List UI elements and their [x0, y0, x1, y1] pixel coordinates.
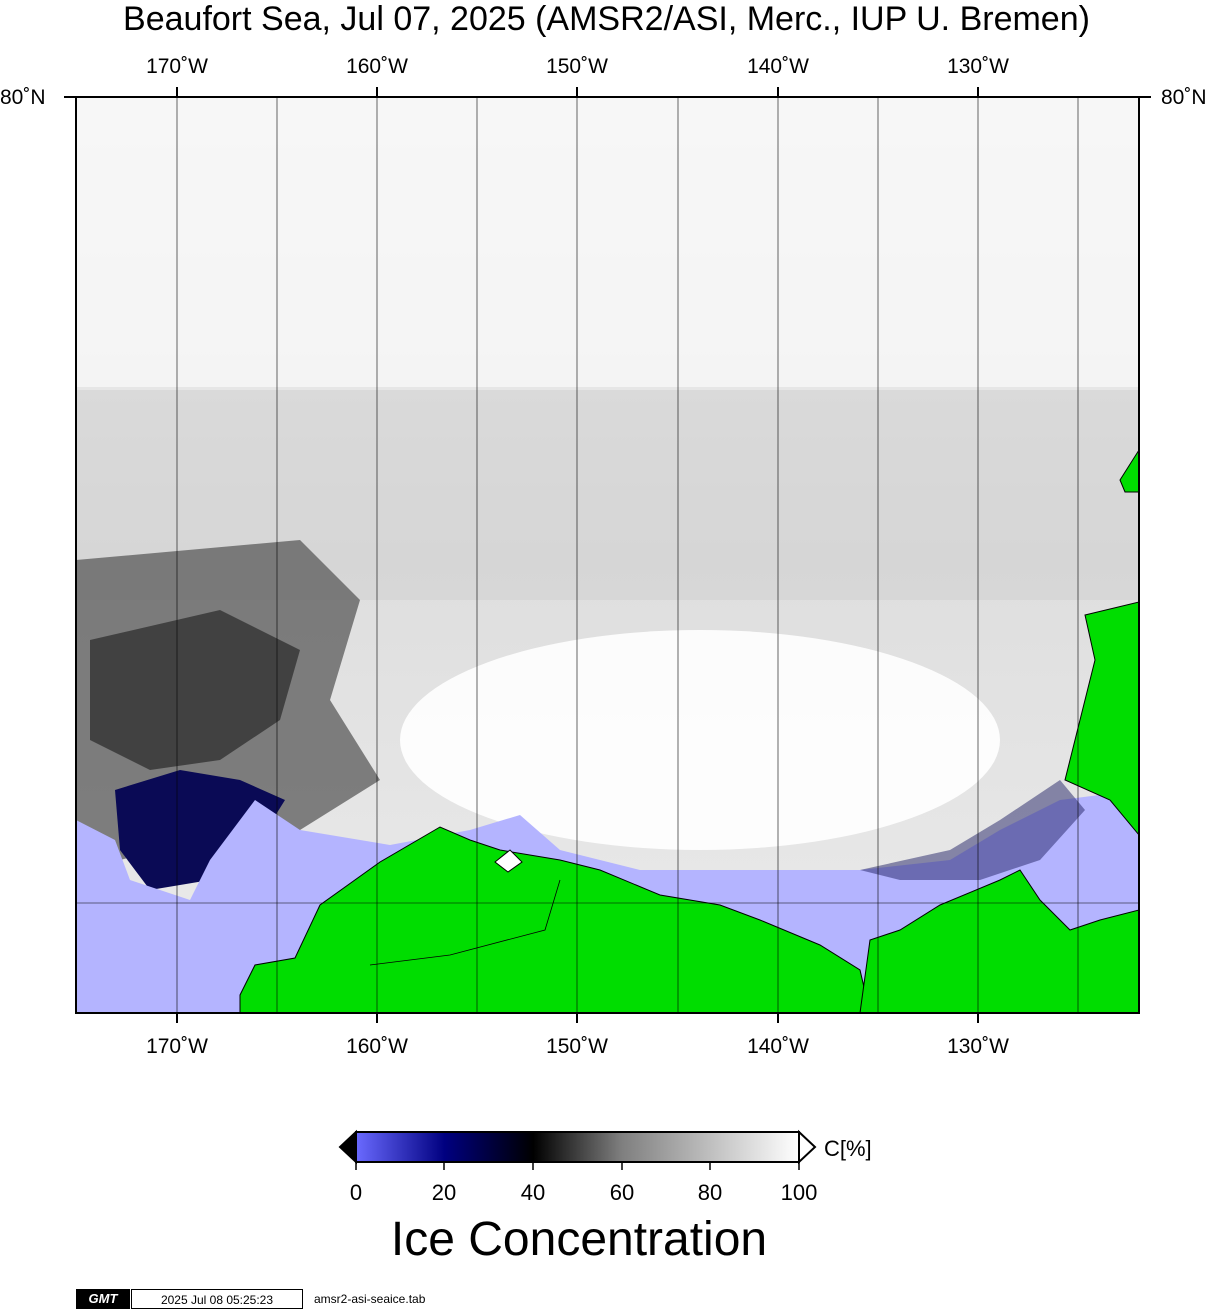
- lon-tick-top-170w: 170˚W: [146, 55, 208, 78]
- lon-tick-bottom-170w: 170˚W: [146, 1035, 208, 1058]
- lat-label-right: 80˚N: [1161, 86, 1207, 109]
- navy-ice-pocket: [115, 770, 285, 890]
- frame-ticks: [64, 87, 1151, 1023]
- colorbar-tick-20: 20: [431, 1180, 457, 1205]
- lon-tick-top-160w: 160˚W: [346, 55, 408, 78]
- colorbar-unit: C[%]: [824, 1136, 872, 1161]
- low-ice-zone-west-dark: [90, 610, 300, 770]
- colorbar-tick-60: 60: [609, 1180, 635, 1205]
- filename: amsr2-asi-seaice.tab: [314, 1292, 426, 1306]
- map-frame: [75, 96, 1140, 1014]
- map-title: Beaufort Sea, Jul 07, 2025 (AMSR2/ASI, M…: [123, 0, 1090, 38]
- land-banks-island: [1064, 601, 1139, 836]
- border-line: [369, 879, 561, 966]
- lon-tick-bottom-130w: 130˚W: [947, 1035, 1009, 1058]
- lake: [494, 849, 523, 873]
- colorbar-low-triangle: [338, 1129, 357, 1165]
- gmt-logo: GMT: [76, 1289, 130, 1309]
- colorbar-gradient: [355, 1131, 800, 1163]
- colorbar-tick-0: 0: [349, 1180, 363, 1205]
- timestamp: 2025 Jul 08 05:25:23: [131, 1289, 303, 1309]
- lat-label-left: 80˚N: [0, 86, 46, 109]
- land-canada: [859, 869, 1139, 1013]
- lon-tick-top-140w: 140˚W: [747, 55, 809, 78]
- colorbar-high-triangle: [798, 1129, 817, 1165]
- colorbar-tick-40: 40: [520, 1180, 546, 1205]
- colorbar-tick-80: 80: [697, 1180, 723, 1205]
- land-island-north: [1119, 449, 1139, 493]
- lon-tick-bottom-140w: 140˚W: [747, 1035, 809, 1058]
- ice-edge-strip: [860, 780, 1085, 880]
- lon-tick-top-130w: 130˚W: [947, 55, 1009, 78]
- lon-tick-bottom-150w: 150˚W: [546, 1035, 608, 1058]
- ice-field-upper: [76, 97, 1139, 387]
- bright-ice-patch: [400, 630, 1000, 850]
- land-alaska: [239, 826, 871, 1013]
- colorbar-tick-100: 100: [780, 1180, 818, 1205]
- colorbar-title: Ice Concentration: [390, 1213, 768, 1266]
- colorbar: [338, 1129, 817, 1170]
- lon-tick-bottom-160w: 160˚W: [346, 1035, 408, 1058]
- lon-tick-top-150w: 150˚W: [546, 55, 608, 78]
- graticule: [76, 97, 1139, 1013]
